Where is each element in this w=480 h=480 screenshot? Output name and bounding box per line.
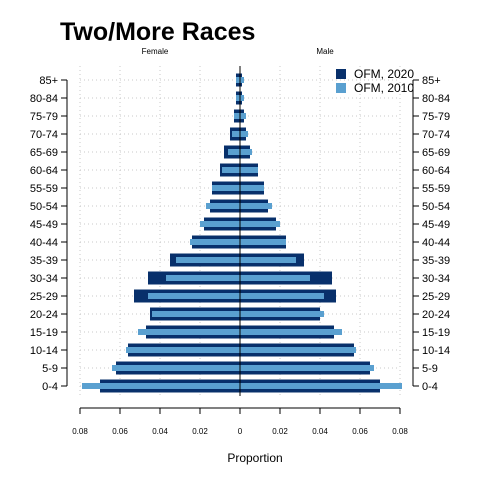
bar-male-2010 [240,383,402,389]
bar-female-2010 [236,95,240,101]
right-tick-label: 50-54 [422,201,450,213]
right-tick-label: 20-24 [422,309,450,321]
bar-female-2010 [234,113,240,119]
bar-female-2010 [176,257,240,263]
bar-male-2010 [240,185,264,191]
x-tick-label: 0.02 [192,427,208,436]
bar-male-2010 [240,77,244,83]
bar-female-2010 [112,365,240,371]
bar-female-2010 [138,329,240,335]
x-tick-label: 0.08 [392,427,408,436]
bar-male-2010 [240,293,324,299]
left-tick-label: 0-4 [42,381,58,393]
bar-male-2010 [240,275,310,281]
bar-female-2010 [228,149,240,155]
left-tick-label: 25-29 [30,291,58,303]
left-tick-label: 70-74 [30,129,58,141]
right-tick-label: 10-14 [422,345,450,357]
left-tick-label: 80-84 [30,93,58,105]
bar-female-2010 [232,131,240,137]
right-tick-label: 15-19 [422,327,450,339]
bar-female-2010 [82,383,240,389]
right-tick-label: 5-9 [422,363,438,375]
right-tick-label: 40-44 [422,237,450,249]
bar-male-2010 [240,167,258,173]
x-tick-label: 0.08 [72,427,88,436]
bar-male-2010 [240,257,296,263]
bar-female-2010 [166,275,240,281]
male-side-label: Male [316,47,334,56]
left-tick-label: 5-9 [42,363,58,375]
right-tick-label: 55-59 [422,183,450,195]
left-tick-label: 40-44 [30,237,58,249]
x-tick-label: 0.06 [112,427,128,436]
right-tick-label: 0-4 [422,381,438,393]
female-side-label: Female [142,47,169,56]
bar-female-2010 [190,239,240,245]
left-tick-label: 30-34 [30,273,58,285]
x-tick-label: 0.04 [152,427,168,436]
x-tick-label: 0.06 [352,427,368,436]
left-tick-label: 85+ [39,75,58,87]
bar-female-2010 [126,347,240,353]
bars-layer [82,73,402,393]
left-tick-label: 75-79 [30,111,58,123]
legend-swatch-2020 [336,69,346,79]
left-tick-label: 65-69 [30,147,58,159]
bar-male-2010 [240,329,342,335]
right-tick-label: 30-34 [422,273,450,285]
bar-male-2010 [240,221,280,227]
left-tick-label: 55-59 [30,183,58,195]
bar-female-2010 [212,185,240,191]
right-tick-label: 85+ [422,75,441,87]
bar-male-2010 [240,311,324,317]
right-tick-label: 45-49 [422,219,450,231]
right-tick-label: 70-74 [422,129,450,141]
x-tick-label: 0.02 [272,427,288,436]
right-tick-label: 60-64 [422,165,450,177]
bar-female-2010 [236,77,240,83]
bar-female-2010 [222,167,240,173]
bar-female-2010 [152,311,240,317]
legend-label-2010: OFM, 2010 [354,81,414,95]
bar-male-2010 [240,365,374,371]
bar-male-2010 [240,347,356,353]
right-tick-label: 75-79 [422,111,450,123]
bar-male-2010 [240,95,244,101]
bar-female-2010 [148,293,240,299]
right-tick-label: 65-69 [422,147,450,159]
bar-male-2010 [240,131,248,137]
x-tick-label: 0 [238,427,243,436]
bar-male-2010 [240,149,252,155]
left-tick-label: 45-49 [30,219,58,231]
axes-layer: 0-4 0-4 5-9 5-9 10-14 10-14 15-19 15-19 20-24 20-… [30,66,450,436]
bar-male-2010 [240,239,286,245]
right-tick-label: 80-84 [422,93,450,105]
chart-title: Two/More Races [60,18,255,46]
left-tick-label: 20-24 [30,309,58,321]
x-tick-label: 0.04 [312,427,328,436]
left-tick-label: 60-64 [30,165,58,177]
right-tick-label: 25-29 [422,291,450,303]
bar-male-2010 [240,113,246,119]
left-tick-label: 50-54 [30,201,58,213]
legend-swatch-2010 [336,83,346,93]
right-tick-label: 35-39 [422,255,450,267]
left-tick-label: 15-19 [30,327,58,339]
bar-female-2010 [206,203,240,209]
legend-label-2020: OFM, 2020 [354,67,414,81]
left-tick-label: 35-39 [30,255,58,267]
bar-female-2010 [200,221,240,227]
bar-male-2010 [240,203,272,209]
x-axis-label: Proportion [227,451,282,465]
left-tick-label: 10-14 [30,345,58,357]
